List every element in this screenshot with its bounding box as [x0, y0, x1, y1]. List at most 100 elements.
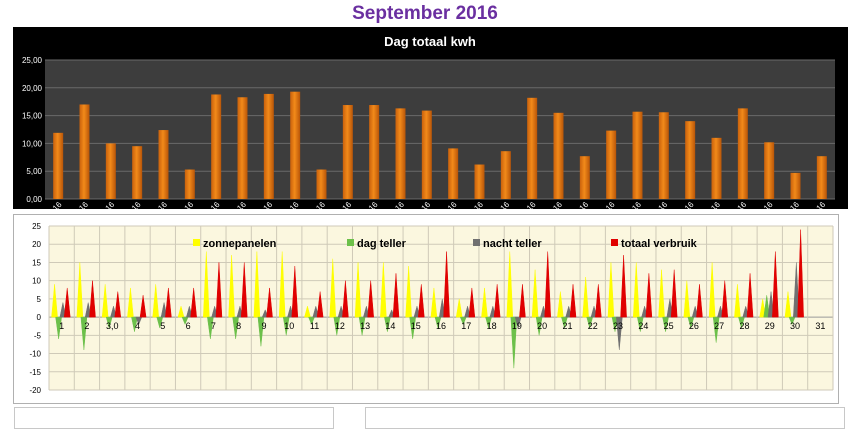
chart2-spike	[240, 262, 248, 318]
chart1-bar	[342, 105, 353, 199]
page-title: September 2016	[352, 3, 498, 24]
chart2-x-tick-label: 27	[714, 321, 724, 331]
chart2-x-tick-label: 9	[261, 321, 266, 331]
chart2-x-tick-label: 21	[562, 321, 572, 331]
chart1-bar	[579, 156, 590, 199]
chart2-x-tick-label: 1	[59, 321, 64, 331]
chart2-spike	[418, 284, 425, 318]
chart2-legend: zonnepanelen dag teller nacht teller totaal…	[193, 238, 698, 250]
chart1-bar	[448, 148, 459, 199]
chart2-spike	[658, 269, 665, 318]
chart2-spike	[266, 287, 273, 318]
chart1-bar	[79, 104, 90, 199]
chart2-spike	[738, 316, 745, 329]
chart2-x-tick-label: 28	[739, 321, 749, 331]
chart2-spike	[683, 280, 691, 318]
chart2-x-tick-label: 22	[588, 321, 598, 331]
chart1-bar	[790, 172, 801, 199]
chart2-series-dag-teller	[55, 295, 796, 369]
chart2-spike	[506, 251, 514, 318]
chart2-spike	[772, 251, 779, 318]
chart2-spike	[101, 284, 109, 318]
chart2-spike	[308, 316, 315, 326]
chart2-y-tick-label: -5	[34, 331, 42, 340]
chart2-y-tick-label: -15	[29, 368, 41, 377]
chart2-legend-swatch	[347, 239, 354, 246]
chart2-x-tick-label: 20	[537, 321, 547, 331]
chart2-x-tick-label: 2	[84, 321, 89, 331]
chart2-x-tick-label: 19	[512, 321, 522, 331]
chart2-y-tick-label: 20	[32, 240, 41, 249]
chart2-x-tick-label: 8	[236, 321, 241, 331]
chart2-spike	[481, 287, 488, 318]
chart1-y-tick-label: 25,00	[22, 56, 43, 65]
chart2-spike	[607, 262, 615, 318]
chart1-bar	[711, 137, 722, 199]
chart2-spike	[721, 280, 729, 318]
chart2-x-tick-label: 17	[461, 321, 471, 331]
chart2-series-totaal-verbruik	[63, 229, 804, 318]
chart1-bar	[211, 94, 222, 199]
chart2-spike	[409, 316, 416, 340]
chart1-bar	[421, 110, 432, 199]
chart2-x-tick-label: 14	[385, 321, 395, 331]
chart2-x-tick-label: 26	[689, 321, 699, 331]
chart2-spike	[443, 251, 450, 318]
chart2-spike	[333, 316, 341, 336]
bottom-left-panel	[14, 407, 334, 429]
chart2-spike	[181, 316, 189, 326]
chart1-bar	[553, 112, 564, 199]
chart2-spike	[708, 262, 716, 318]
chart2-x-tick-label: 11	[310, 321, 319, 331]
chart2-spike	[278, 251, 286, 318]
chart2-spike	[586, 316, 594, 329]
chart2-spike	[156, 316, 164, 329]
chart2-spike	[380, 262, 387, 318]
chart2-spike	[430, 287, 438, 318]
chart2-spike	[662, 316, 669, 332]
chart1-bar	[764, 142, 775, 199]
chart2-spike	[291, 266, 299, 318]
chart2-x-tick-label: 24	[638, 321, 648, 331]
chart2-spike	[367, 280, 374, 318]
chart2-spike	[514, 316, 522, 329]
chart2-spike	[358, 316, 366, 336]
chart2-x-tick-label: 18	[487, 321, 497, 331]
chart1-bar	[474, 164, 485, 199]
chart2-x-tick-label: 3,0	[106, 321, 119, 331]
chart2-spike	[63, 287, 71, 318]
chart2-spike	[485, 316, 492, 329]
chart2-spike	[51, 284, 58, 318]
chart2-spike	[797, 229, 804, 318]
chart1-bar	[53, 132, 64, 199]
chart2-x-tick-label: 16	[436, 321, 446, 331]
chart1-y-tick-label: 10,00	[22, 139, 43, 148]
chart2-spike	[76, 262, 84, 318]
chart2-spike	[114, 291, 122, 318]
chart1-bar	[158, 130, 169, 199]
chart2-x-tick-label: 5	[160, 321, 165, 331]
chart2-legend-swatch	[611, 239, 618, 246]
chart2-spike	[203, 251, 210, 318]
chart2-spike	[746, 273, 754, 318]
chart2-spike	[207, 316, 214, 340]
chart2-spike	[687, 316, 695, 329]
chart1-bar	[290, 91, 301, 199]
chart2-spike	[384, 316, 391, 332]
chart2-x-tick-label: 4	[135, 321, 140, 331]
chart2-spike	[135, 316, 143, 326]
chart1-bar	[369, 105, 380, 199]
chart2-spike	[253, 251, 261, 318]
chart2-spike	[105, 316, 113, 329]
chart2-spike	[636, 316, 644, 332]
chart2-spike	[493, 284, 501, 318]
chart2-legend-swatch	[193, 239, 200, 246]
chart2-x-tick-label: 31	[815, 321, 825, 331]
chart2-spike	[535, 316, 543, 336]
chart2-spike	[557, 291, 564, 318]
chart2-x-tick-label: 6	[186, 321, 191, 331]
chart2-spike	[788, 316, 796, 326]
chart2-legend-label: nacht teller	[483, 238, 542, 250]
chart2-legend-swatch	[473, 239, 480, 246]
